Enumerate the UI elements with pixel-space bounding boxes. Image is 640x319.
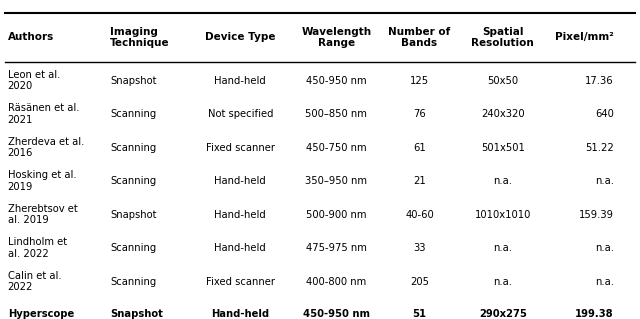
Text: Spatial
Resolution: Spatial Resolution <box>471 27 534 48</box>
Text: 51.22: 51.22 <box>585 143 614 152</box>
Text: Imaging
Technique: Imaging Technique <box>110 27 170 48</box>
Text: Pixel/mm²: Pixel/mm² <box>555 33 614 42</box>
Text: 76: 76 <box>413 109 426 119</box>
Text: Device Type: Device Type <box>205 33 276 42</box>
Text: Hand-held: Hand-held <box>214 176 266 186</box>
Text: 125: 125 <box>410 76 429 85</box>
Text: Fixed scanner: Fixed scanner <box>206 277 275 286</box>
Text: Calin et al.
2022: Calin et al. 2022 <box>8 271 61 292</box>
Text: 350–950 nm: 350–950 nm <box>305 176 367 186</box>
Text: n.a.: n.a. <box>493 176 512 186</box>
Text: Hand-held: Hand-held <box>211 309 269 319</box>
Text: 450-950 nm: 450-950 nm <box>306 76 367 85</box>
Text: 290x275: 290x275 <box>479 309 527 319</box>
Text: 61: 61 <box>413 143 426 152</box>
Text: 50x50: 50x50 <box>487 76 518 85</box>
Text: 475-975 nm: 475-975 nm <box>306 243 367 253</box>
Text: 640: 640 <box>595 109 614 119</box>
Text: Hand-held: Hand-held <box>214 243 266 253</box>
Text: n.a.: n.a. <box>595 176 614 186</box>
Text: 199.38: 199.38 <box>575 309 614 319</box>
Text: 21: 21 <box>413 176 426 186</box>
Text: 400-800 nm: 400-800 nm <box>306 277 367 286</box>
Text: Snapshot: Snapshot <box>110 76 157 85</box>
Text: Scanning: Scanning <box>110 277 156 286</box>
Text: 33: 33 <box>413 243 426 253</box>
Text: Zherdeva et al.
2016: Zherdeva et al. 2016 <box>8 137 84 158</box>
Text: Snapshot: Snapshot <box>110 210 157 219</box>
Text: 51: 51 <box>412 309 427 319</box>
Text: 205: 205 <box>410 277 429 286</box>
Text: Hand-held: Hand-held <box>214 76 266 85</box>
Text: n.a.: n.a. <box>595 277 614 286</box>
Text: Number of
Bands: Number of Bands <box>388 27 451 48</box>
Text: Authors: Authors <box>8 33 54 42</box>
Text: Scanning: Scanning <box>110 109 156 119</box>
Text: Snapshot: Snapshot <box>110 309 163 319</box>
Text: Wavelength
Range: Wavelength Range <box>301 27 371 48</box>
Text: 450-950 nm: 450-950 nm <box>303 309 370 319</box>
Text: Räsänen et al.
2021: Räsänen et al. 2021 <box>8 103 79 125</box>
Text: 500–850 nm: 500–850 nm <box>305 109 367 119</box>
Text: Hyperscope: Hyperscope <box>8 309 74 319</box>
Text: Lindholm et
al. 2022: Lindholm et al. 2022 <box>8 237 67 259</box>
Text: 1010x1010: 1010x1010 <box>474 210 531 219</box>
Text: Scanning: Scanning <box>110 176 156 186</box>
Text: Scanning: Scanning <box>110 143 156 152</box>
Text: Hosking et al.
2019: Hosking et al. 2019 <box>8 170 76 192</box>
Text: Leon et al.
2020: Leon et al. 2020 <box>8 70 60 91</box>
Text: Not specified: Not specified <box>207 109 273 119</box>
Text: 17.36: 17.36 <box>585 76 614 85</box>
Text: 159.39: 159.39 <box>579 210 614 219</box>
Text: 501x501: 501x501 <box>481 143 525 152</box>
Text: 240x320: 240x320 <box>481 109 525 119</box>
Text: Hand-held: Hand-held <box>214 210 266 219</box>
Text: 500-900 nm: 500-900 nm <box>306 210 367 219</box>
Text: 450-750 nm: 450-750 nm <box>306 143 367 152</box>
Text: n.a.: n.a. <box>493 277 512 286</box>
Text: Zherebtsov et
al. 2019: Zherebtsov et al. 2019 <box>8 204 77 225</box>
Text: n.a.: n.a. <box>595 243 614 253</box>
Text: 40-60: 40-60 <box>405 210 434 219</box>
Text: n.a.: n.a. <box>493 243 512 253</box>
Text: Fixed scanner: Fixed scanner <box>206 143 275 152</box>
Text: Scanning: Scanning <box>110 243 156 253</box>
